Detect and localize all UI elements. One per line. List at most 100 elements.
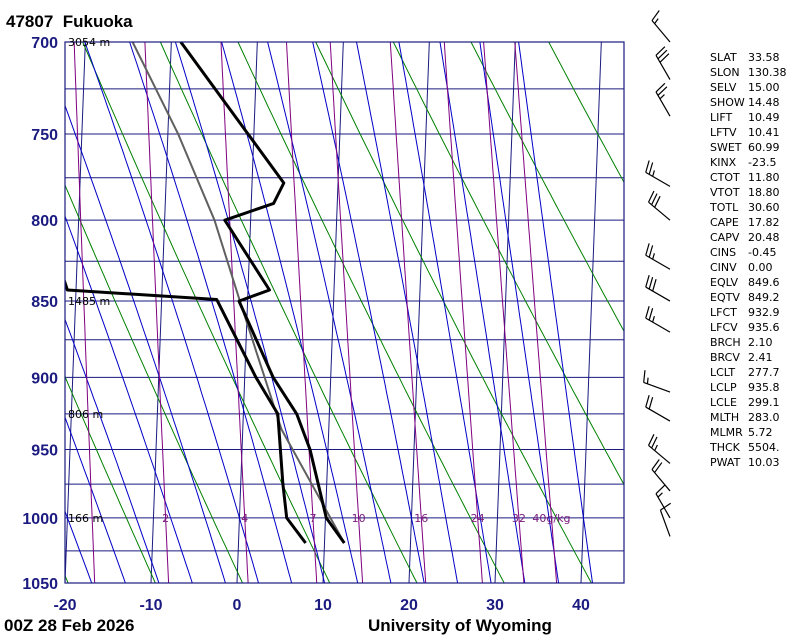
mixing-ratio-label: 32 (512, 512, 526, 525)
mixing-ratio-label: 2 (162, 512, 169, 525)
barb-half-flag (652, 170, 655, 177)
mixing-ratio-line (0, 42, 5, 583)
moist-adiabat (129, 42, 293, 583)
barb-half-flag (657, 492, 663, 498)
index-key: KINX (710, 156, 737, 169)
barb-flag (657, 49, 668, 60)
plot-frame (64, 41, 625, 584)
index-key: CTOT (710, 171, 740, 184)
index-value: 60.99 (748, 141, 780, 154)
index-row: EQTV 849.2 (710, 290, 787, 305)
barb-staff (648, 444, 671, 464)
index-key: CINS (710, 246, 737, 259)
moist-adiabat (65, 509, 93, 583)
isotherm-line (322, 42, 344, 583)
height-label: 1485 m (68, 295, 110, 308)
mixing-ratio-label: 10 (352, 512, 366, 525)
index-row: SLAT 33.58 (710, 50, 787, 65)
index-value: 0.00 (748, 261, 773, 274)
observation-time: 00Z 28 Feb 2026 (4, 616, 135, 635)
index-value: 33.58 (748, 51, 780, 64)
index-key: LCLT (710, 366, 736, 379)
moist-adiabat (356, 42, 459, 583)
barb-flag (648, 245, 654, 258)
plot-area (0, 42, 687, 583)
moist-adiabat (65, 104, 226, 583)
barb-staff (645, 406, 671, 422)
barb-half-flag (654, 444, 658, 451)
index-value: 277.7 (748, 366, 780, 379)
temperature-tick-label: 0 (233, 597, 242, 614)
barb-flag (645, 160, 650, 173)
barb-flag (655, 484, 666, 495)
wind-barb (648, 434, 671, 464)
moist-adiabat (398, 42, 492, 583)
index-key: LFCV (710, 321, 738, 334)
index-row: BRCV 2.41 (710, 350, 787, 365)
barb-flag (652, 278, 657, 292)
barb-flag (655, 82, 666, 93)
index-key: EQTV (710, 291, 740, 304)
isotherm-line (65, 42, 86, 583)
wind-barb (655, 484, 671, 519)
index-key: PWAT (710, 456, 741, 469)
barb-flag (651, 436, 658, 449)
barb-staff (645, 317, 671, 333)
barb-staff (648, 201, 671, 221)
mixing-ratio-line (443, 42, 483, 583)
barb-staff (643, 381, 671, 393)
moist-adiabat (439, 42, 526, 583)
barb-staff (645, 171, 671, 187)
dry-adiabat (65, 183, 243, 583)
index-key: LFTV (710, 126, 737, 139)
wind-barb (645, 160, 671, 187)
barb-flag (645, 306, 650, 319)
index-key: SLON (710, 66, 740, 79)
temperature-tick-label: 40 (572, 597, 590, 614)
barb-half-flag (654, 18, 659, 24)
barb-half-flag (646, 377, 649, 384)
height-label: 166 m (68, 512, 103, 525)
barb-flag (648, 190, 655, 203)
mixing-ratio-label: 16 (414, 512, 428, 525)
index-row: LCLE 299.1 (710, 395, 787, 410)
moist-adiabat (65, 317, 160, 583)
index-row: LFCT 932.9 (710, 305, 787, 320)
index-row: SWET 60.99 (710, 140, 787, 155)
barb-staff (645, 254, 671, 270)
barb-half-flag (652, 315, 655, 323)
index-row: LFTV 10.41 (710, 125, 787, 140)
barb-staff (655, 55, 671, 80)
wind-barb (645, 243, 671, 270)
barb-flag (655, 46, 666, 56)
wind-barb (645, 306, 671, 333)
barb-staff (655, 91, 671, 117)
temperature-tick-label: -20 (53, 597, 76, 614)
temperature-profile (179, 42, 346, 544)
index-value: 935.6 (748, 321, 780, 334)
parcel-path (131, 42, 346, 544)
index-row: KINX -23.5 (710, 155, 787, 170)
index-value: 283.0 (748, 411, 780, 424)
height-label: 3054 m (68, 36, 110, 49)
index-row: CINV 0.00 (710, 260, 787, 275)
index-row: PWAT 10.03 (710, 455, 787, 470)
wind-barb (655, 46, 671, 80)
isotherm-line (667, 42, 687, 583)
barb-flag (648, 397, 654, 410)
temperature-tick-label: 30 (486, 597, 504, 614)
index-row: CINS -0.45 (710, 245, 787, 260)
height-label: 806 m (68, 408, 103, 421)
temperature-tick-label: 10 (314, 597, 332, 614)
mixing-ratio-line (73, 42, 96, 583)
wind-barb (655, 82, 671, 117)
moist-adiabat (518, 42, 593, 583)
dry-adiabat (159, 42, 418, 583)
index-row: LIFT 10.49 (710, 110, 787, 125)
pressure-tick-label: 950 (31, 442, 58, 459)
index-value: 299.1 (748, 396, 780, 409)
index-value: 15.00 (748, 81, 780, 94)
mixing-ratio-line (286, 42, 318, 583)
barb-staff (645, 286, 671, 302)
